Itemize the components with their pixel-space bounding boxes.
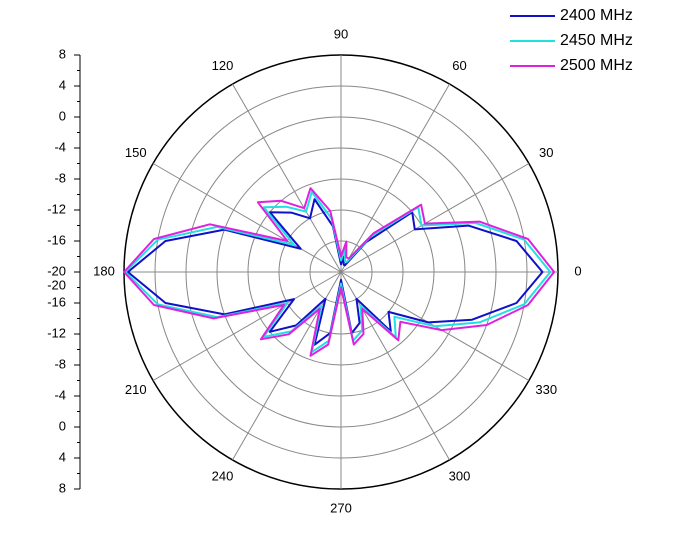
radial-tick-label: -4: [54, 387, 66, 402]
legend-label: 2400 MHz: [560, 7, 633, 24]
radial-tick-label: 0: [59, 418, 66, 433]
grid-spoke: [152, 163, 342, 273]
angle-label: 210: [125, 382, 147, 397]
angle-label: 30: [539, 145, 553, 160]
radial-tick-label: 8: [59, 46, 66, 61]
angle-label: 90: [334, 26, 348, 41]
grid-spoke: [152, 271, 342, 381]
angle-label: 330: [535, 382, 557, 397]
radial-tick-label: -8: [54, 170, 66, 185]
radial-tick-label: -16: [47, 294, 66, 309]
radial-tick-label: -12: [47, 201, 66, 216]
grid-spoke: [340, 271, 450, 461]
radial-tick-label: 4: [59, 77, 66, 92]
angle-label: 300: [449, 469, 471, 484]
radial-tick-label: -16: [47, 232, 66, 247]
legend-label: 2450 MHz: [560, 32, 633, 49]
grid-spoke: [232, 271, 342, 461]
radial-tick-label: -20: [47, 277, 66, 292]
angle-label: 270: [330, 500, 352, 515]
radial-tick-label: -20: [47, 263, 66, 278]
radial-tick-label: 0: [59, 108, 66, 123]
grid-spoke: [340, 83, 450, 273]
angle-label: 120: [212, 58, 234, 73]
grid-spoke: [232, 83, 342, 273]
angle-label: 150: [125, 145, 147, 160]
angle-label: 60: [452, 58, 466, 73]
series-line: [123, 187, 556, 357]
angle-label: 240: [212, 469, 234, 484]
radial-tick-label: -12: [47, 325, 66, 340]
series-line: [126, 198, 544, 346]
angle-label: 0: [574, 263, 581, 278]
grid-spoke: [340, 163, 530, 273]
radial-tick-label: 8: [59, 480, 66, 495]
radial-tick-label: -8: [54, 356, 66, 371]
legend-label: 2500 MHz: [560, 57, 633, 74]
series-line: [124, 190, 552, 354]
radial-tick-label: -4: [54, 139, 66, 154]
radial-tick-label: 4: [59, 449, 66, 464]
angle-label: 180: [93, 263, 115, 278]
